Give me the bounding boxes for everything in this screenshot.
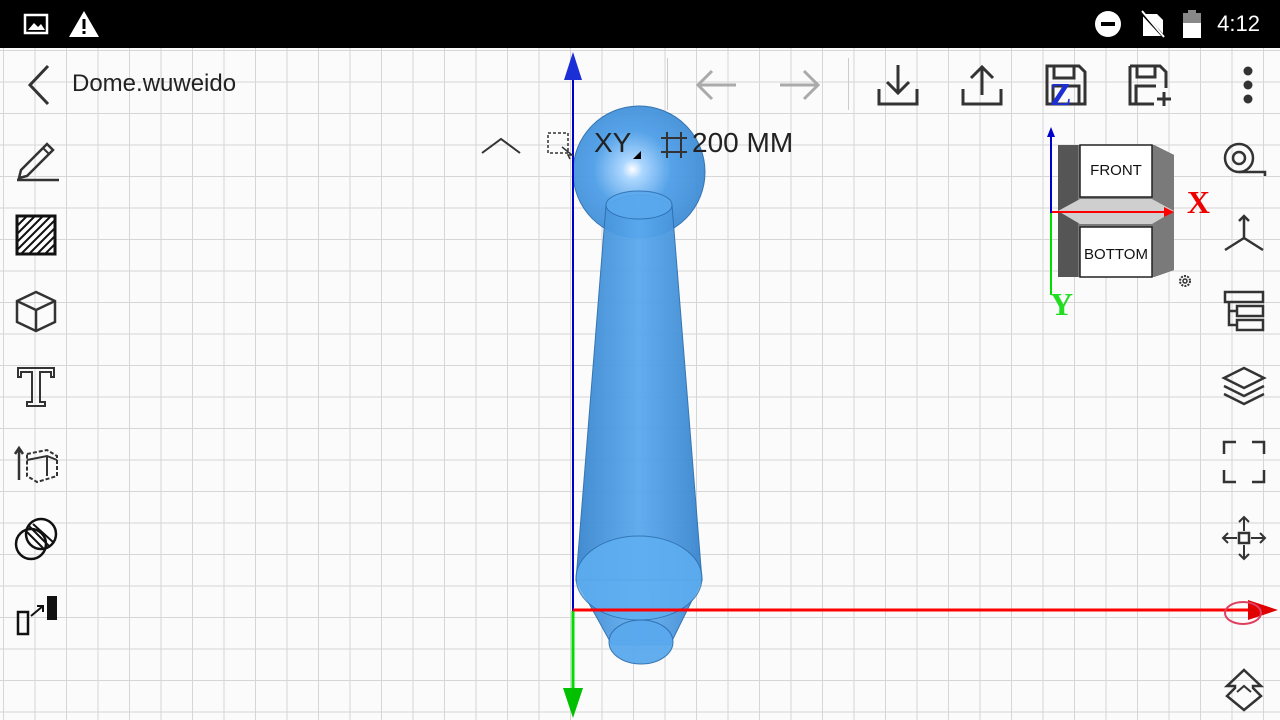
view-cube-y-label: Y (1050, 286, 1073, 322)
view-cube[interactable]: FRONT BOTTOM X Y (1040, 125, 1210, 325)
measure-tape-icon[interactable] (1218, 136, 1270, 184)
hatch-icon[interactable] (10, 210, 62, 260)
view-cube-settings-icon[interactable] (1176, 272, 1194, 290)
clock: 4:12 (1217, 11, 1260, 36)
tip-end (608, 619, 674, 665)
dropdown-corner-icon (632, 150, 642, 160)
file-name: Dome.wuweido (72, 70, 237, 97)
status-bar: 4:12 (0, 0, 1280, 48)
grid-size-label[interactable]: 200 MM (692, 127, 794, 158)
move-icon[interactable] (1218, 514, 1270, 562)
save-icon[interactable] (1040, 60, 1092, 110)
back-icon[interactable] (18, 60, 58, 110)
box-primitive-icon[interactable] (10, 286, 62, 336)
extrude-icon[interactable] (10, 438, 62, 488)
redo-icon[interactable] (774, 62, 826, 108)
view-cube-front-face[interactable]: FRONT (1090, 162, 1142, 179)
more-icon[interactable] (1228, 62, 1268, 108)
transform-icon[interactable] (10, 590, 62, 640)
tip-ellipse (575, 535, 703, 621)
work-plane-label[interactable]: XY (594, 127, 632, 158)
z-axis-arrow[interactable] (564, 52, 582, 80)
collapse-chevron-icon[interactable] (478, 128, 524, 162)
layers-icon[interactable] (1218, 362, 1270, 410)
export-icon[interactable] (956, 60, 1008, 110)
divider (848, 58, 849, 110)
view-cube-z-label: Z (1050, 76, 1072, 112)
snap-icon[interactable] (1218, 664, 1270, 714)
select-region-icon[interactable] (542, 128, 578, 162)
axis-view-icon[interactable] (1218, 210, 1270, 258)
tree-icon[interactable] (1218, 286, 1270, 334)
no-sim-icon (1140, 0, 1166, 48)
rotate-handle[interactable] (1224, 601, 1262, 625)
do-not-disturb-icon (1094, 0, 1122, 48)
text-tool-icon[interactable] (10, 362, 62, 412)
sketch-pencil-icon[interactable] (10, 134, 62, 184)
import-icon[interactable] (872, 60, 924, 110)
view-cube-bottom-face[interactable]: BOTTOM (1084, 246, 1148, 263)
grid-size-icon[interactable] (658, 128, 690, 162)
undo-icon[interactable] (690, 62, 742, 108)
boolean-icon[interactable] (10, 514, 62, 564)
save-as-icon[interactable] (1124, 60, 1176, 110)
image-icon (22, 0, 50, 48)
handle-top (605, 190, 673, 220)
fit-view-icon[interactable] (1218, 438, 1270, 486)
warning-icon (68, 0, 100, 48)
battery-icon (1180, 0, 1204, 48)
handle-body[interactable] (575, 194, 703, 581)
view-cube-x-label: X (1187, 184, 1210, 220)
divider (667, 58, 668, 110)
y-axis-arrow[interactable] (563, 688, 583, 718)
